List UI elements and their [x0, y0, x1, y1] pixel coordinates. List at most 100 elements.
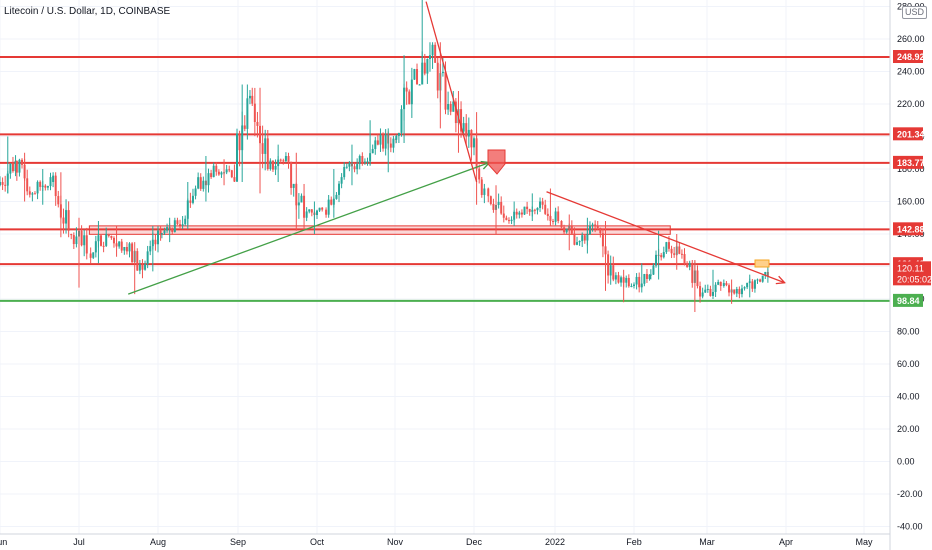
candle-body: [599, 227, 602, 234]
candle-body: [266, 138, 269, 169]
x-tick-label: Aug: [150, 537, 166, 547]
candle-body: [166, 227, 169, 231]
candle-body: [643, 274, 646, 284]
candle-body: [418, 84, 421, 86]
candle-body: [207, 173, 210, 186]
candle-body: [26, 178, 29, 192]
candle-body: [397, 132, 400, 136]
candle-body: [118, 241, 121, 247]
candle-body: [510, 219, 513, 221]
candle-body: [735, 288, 738, 294]
candle-body: [89, 253, 92, 258]
candle-body: [573, 233, 576, 245]
candle-body: [743, 287, 746, 289]
candle-body: [408, 91, 411, 105]
candle-body: [704, 289, 707, 293]
candle-body: [199, 177, 202, 189]
candle-body: [171, 229, 174, 232]
candle-body: [107, 234, 110, 236]
candle-body: [181, 224, 184, 226]
candle-body: [92, 252, 95, 258]
candle-body: [308, 209, 311, 212]
candle-body: [128, 243, 131, 252]
candle-body: [303, 195, 306, 218]
candle-body: [696, 270, 699, 287]
candle-body: [197, 177, 200, 189]
candle-body: [371, 149, 374, 154]
candle-body: [173, 220, 176, 232]
candle-body: [9, 163, 12, 174]
candle-body: [228, 169, 231, 171]
candle-body: [138, 264, 141, 271]
trendline-green: [127, 163, 489, 295]
candle-body: [539, 201, 542, 208]
y-tick-label: 260.00: [897, 34, 925, 44]
candle-body: [423, 62, 426, 74]
candle-body: [483, 188, 486, 195]
candle-body: [125, 247, 128, 252]
candle-body: [358, 156, 361, 165]
x-tick-label: Feb: [626, 537, 642, 547]
candle-body: [487, 188, 490, 197]
candle-body: [248, 95, 251, 99]
candle-body: [274, 166, 277, 170]
candle-body: [39, 181, 42, 187]
x-tick-label: Apr: [779, 537, 793, 547]
candle-body: [33, 193, 36, 195]
candle-body: [80, 230, 83, 246]
candle-body: [52, 175, 55, 182]
candle-body: [57, 196, 60, 205]
candle-body: [290, 161, 293, 188]
candle-body: [271, 160, 274, 170]
candle-body: [389, 143, 392, 148]
candle-body: [648, 274, 651, 279]
countdown-timer: 20:05:02: [897, 274, 932, 284]
candle-body: [194, 188, 197, 196]
candle-body: [635, 276, 638, 285]
price-marker: [754, 259, 770, 268]
level-label-bg: [893, 50, 923, 64]
candle-body: [565, 228, 568, 233]
candle-body: [269, 160, 272, 169]
candle-body: [662, 252, 665, 258]
candle-body: [578, 241, 581, 243]
candle-body: [44, 185, 47, 188]
candle-body: [144, 264, 147, 270]
candle-body: [343, 166, 346, 178]
x-tick-label: Jul: [73, 537, 85, 547]
candle-body: [379, 134, 382, 145]
candle-body: [179, 224, 182, 226]
candle-body: [70, 234, 73, 236]
candle-body: [673, 253, 676, 255]
candle-body: [264, 138, 267, 154]
candle-body: [601, 233, 604, 247]
candle-body: [717, 281, 720, 285]
candle-body: [655, 254, 658, 266]
candle-body: [596, 225, 599, 228]
candle-body: [583, 235, 586, 241]
candle-body: [225, 169, 228, 173]
candle-body: [576, 242, 579, 245]
candle-body: [652, 265, 655, 275]
x-tick-label: Oct: [310, 537, 325, 547]
candle-body: [220, 172, 223, 175]
candle-body: [131, 243, 134, 263]
level-label-bg: [893, 155, 923, 169]
trendline-red: [425, 1, 478, 183]
candle-body: [160, 233, 163, 235]
currency-badge[interactable]: USD: [902, 6, 928, 19]
candle-body: [256, 121, 259, 126]
candle-body: [253, 103, 256, 122]
candle-body: [318, 207, 321, 211]
candle-body: [395, 135, 398, 140]
candle-body: [560, 221, 563, 228]
candle-body: [665, 242, 668, 253]
candle-body: [413, 69, 416, 80]
candle-body: [382, 134, 385, 149]
candle-body: [0, 182, 2, 186]
candle-body: [552, 221, 555, 223]
candle-body: [764, 271, 767, 276]
candle-body: [310, 209, 313, 213]
